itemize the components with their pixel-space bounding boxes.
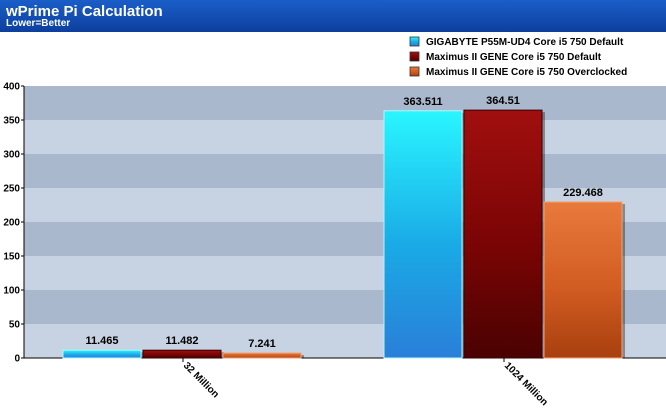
- y-tick-label: 50: [9, 320, 21, 331]
- grid-band: [24, 154, 666, 188]
- y-axis-margin: [0, 86, 24, 411]
- bar-32-million-series-2: [222, 352, 302, 359]
- y-tick-label: 0: [14, 354, 20, 365]
- grid-band: [24, 86, 666, 120]
- data-label: 11.482: [165, 335, 198, 347]
- bar-32-million-series-0: [62, 349, 142, 359]
- y-tick-label: 300: [3, 150, 20, 161]
- bar-1024-million-series-0: [383, 110, 463, 359]
- legend-entry: Maximus II GENE Core i5 750 Overclocked: [426, 67, 627, 78]
- data-label: 11.465: [85, 335, 118, 347]
- legend-swatch: [409, 66, 420, 77]
- bar-32-million-series-1: [142, 349, 222, 359]
- y-tick-label: 350: [3, 116, 20, 127]
- legend-entry: GIGABYTE P55M-UD4 Core i5 750 Default: [426, 37, 624, 48]
- data-label: 363.511: [403, 96, 442, 108]
- bar-1024-million-series-1: [463, 109, 543, 359]
- grid-band: [24, 120, 666, 154]
- chart-header: wPrime Pi Calculation Lower=Better: [0, 0, 666, 32]
- chart-title: wPrime Pi Calculation: [6, 3, 163, 20]
- data-label: 7.241: [248, 338, 276, 350]
- legend-entry: Maximus II GENE Core i5 750 Default: [426, 52, 602, 63]
- data-label: 229.468: [563, 187, 603, 199]
- y-tick-label: 200: [3, 218, 20, 229]
- y-tick-label: 150: [3, 252, 20, 263]
- legend-swatch: [409, 36, 420, 47]
- legend-swatch: [409, 51, 420, 62]
- bar-1024-million-series-2: [543, 201, 623, 359]
- top-area: [0, 32, 666, 86]
- x-axis-margin: [24, 358, 666, 411]
- y-tick-label: 100: [3, 286, 20, 297]
- y-tick-label: 400: [3, 82, 20, 93]
- data-label: 364.51: [486, 95, 520, 107]
- chart-subtitle: Lower=Better: [6, 18, 71, 29]
- y-tick-label: 250: [3, 184, 20, 195]
